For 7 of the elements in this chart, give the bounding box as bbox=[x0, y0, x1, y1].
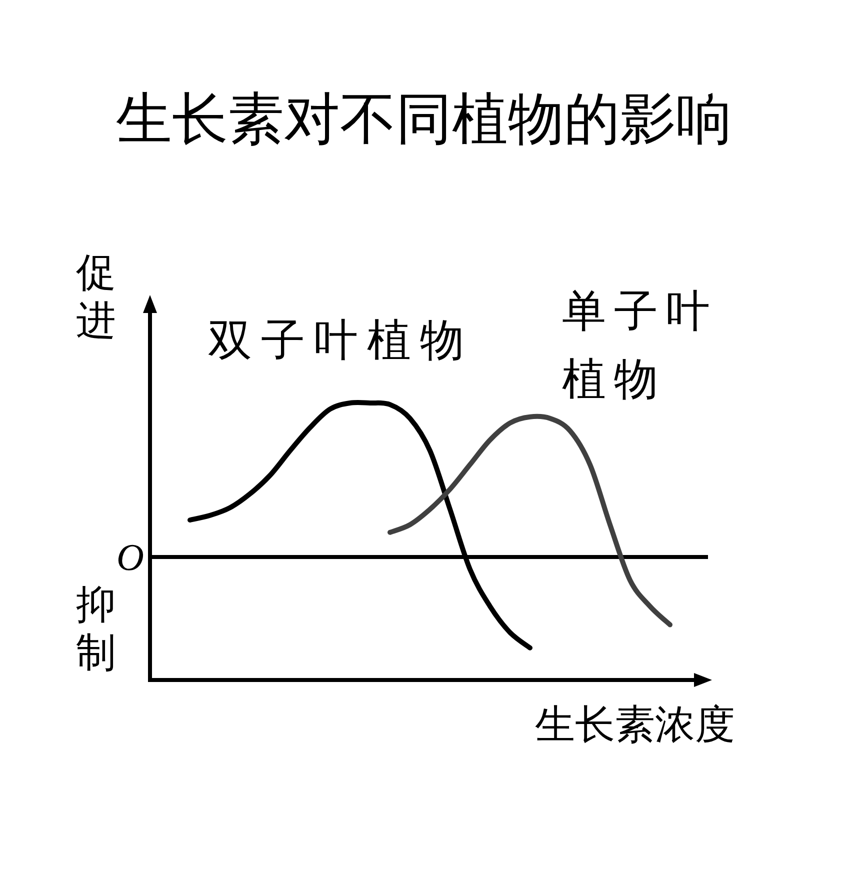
ref-label: O bbox=[116, 537, 144, 579]
annotation: 促 bbox=[76, 250, 116, 295]
annotation: 制 bbox=[76, 630, 116, 675]
xlabel: 生长素浓度 bbox=[535, 702, 735, 747]
annotation: 进 bbox=[76, 298, 116, 343]
title: 生长素对不同植物的影响 bbox=[116, 89, 732, 151]
annotation: 抑 bbox=[76, 582, 116, 627]
